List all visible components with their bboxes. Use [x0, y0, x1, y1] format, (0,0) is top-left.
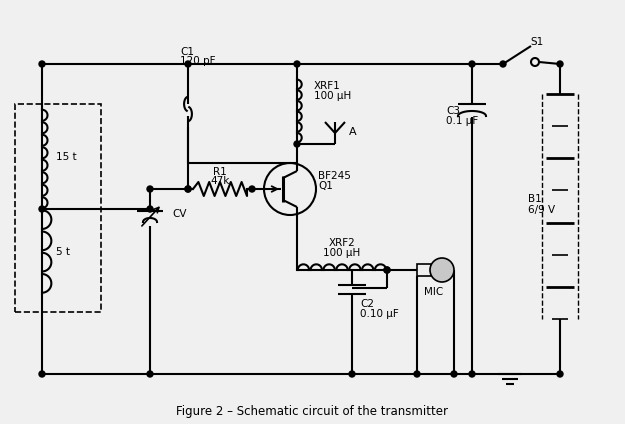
Text: 0.10 μF: 0.10 μF	[360, 309, 399, 319]
Circle shape	[469, 61, 475, 67]
Text: 47k: 47k	[210, 176, 230, 186]
Text: 15 t: 15 t	[56, 152, 77, 162]
Circle shape	[349, 371, 355, 377]
Text: S1: S1	[531, 37, 544, 47]
Circle shape	[147, 371, 153, 377]
Text: XRF1: XRF1	[314, 81, 341, 91]
Bar	[15, 104, 101, 312]
Text: C3: C3	[446, 106, 460, 116]
Circle shape	[185, 186, 191, 192]
Circle shape	[500, 61, 506, 67]
Circle shape	[451, 371, 457, 377]
Bar	[417, 264, 431, 276]
Circle shape	[39, 371, 45, 377]
Circle shape	[557, 371, 563, 377]
Circle shape	[384, 267, 390, 273]
Text: C2: C2	[360, 299, 374, 309]
Circle shape	[249, 186, 255, 192]
Text: XRF2: XRF2	[329, 238, 356, 248]
Text: MIC: MIC	[424, 287, 444, 297]
Circle shape	[430, 258, 454, 282]
Text: BF245: BF245	[318, 171, 351, 181]
Circle shape	[384, 267, 390, 273]
Circle shape	[39, 61, 45, 67]
Circle shape	[414, 371, 420, 377]
Circle shape	[185, 186, 191, 192]
Circle shape	[147, 186, 153, 192]
Text: 120 pF: 120 pF	[180, 56, 216, 66]
Circle shape	[469, 371, 475, 377]
Circle shape	[294, 61, 300, 67]
Text: CV: CV	[172, 209, 186, 219]
Circle shape	[39, 206, 45, 212]
Text: Figure 2 – Schematic circuit of the transmitter: Figure 2 – Schematic circuit of the tran…	[176, 405, 448, 418]
Text: 0.1 μF: 0.1 μF	[446, 116, 478, 126]
Circle shape	[185, 61, 191, 67]
Text: 100 μH: 100 μH	[323, 248, 361, 258]
Circle shape	[294, 141, 300, 147]
Text: A: A	[349, 127, 357, 137]
Text: R1: R1	[213, 167, 227, 177]
Text: 100 μH: 100 μH	[314, 91, 351, 101]
Circle shape	[147, 206, 153, 212]
Circle shape	[557, 61, 563, 67]
Text: B1: B1	[528, 193, 542, 204]
Text: Q1: Q1	[318, 181, 333, 191]
Text: C1: C1	[180, 47, 194, 57]
Text: 6/9 V: 6/9 V	[528, 204, 555, 215]
Text: 5 t: 5 t	[56, 247, 70, 257]
